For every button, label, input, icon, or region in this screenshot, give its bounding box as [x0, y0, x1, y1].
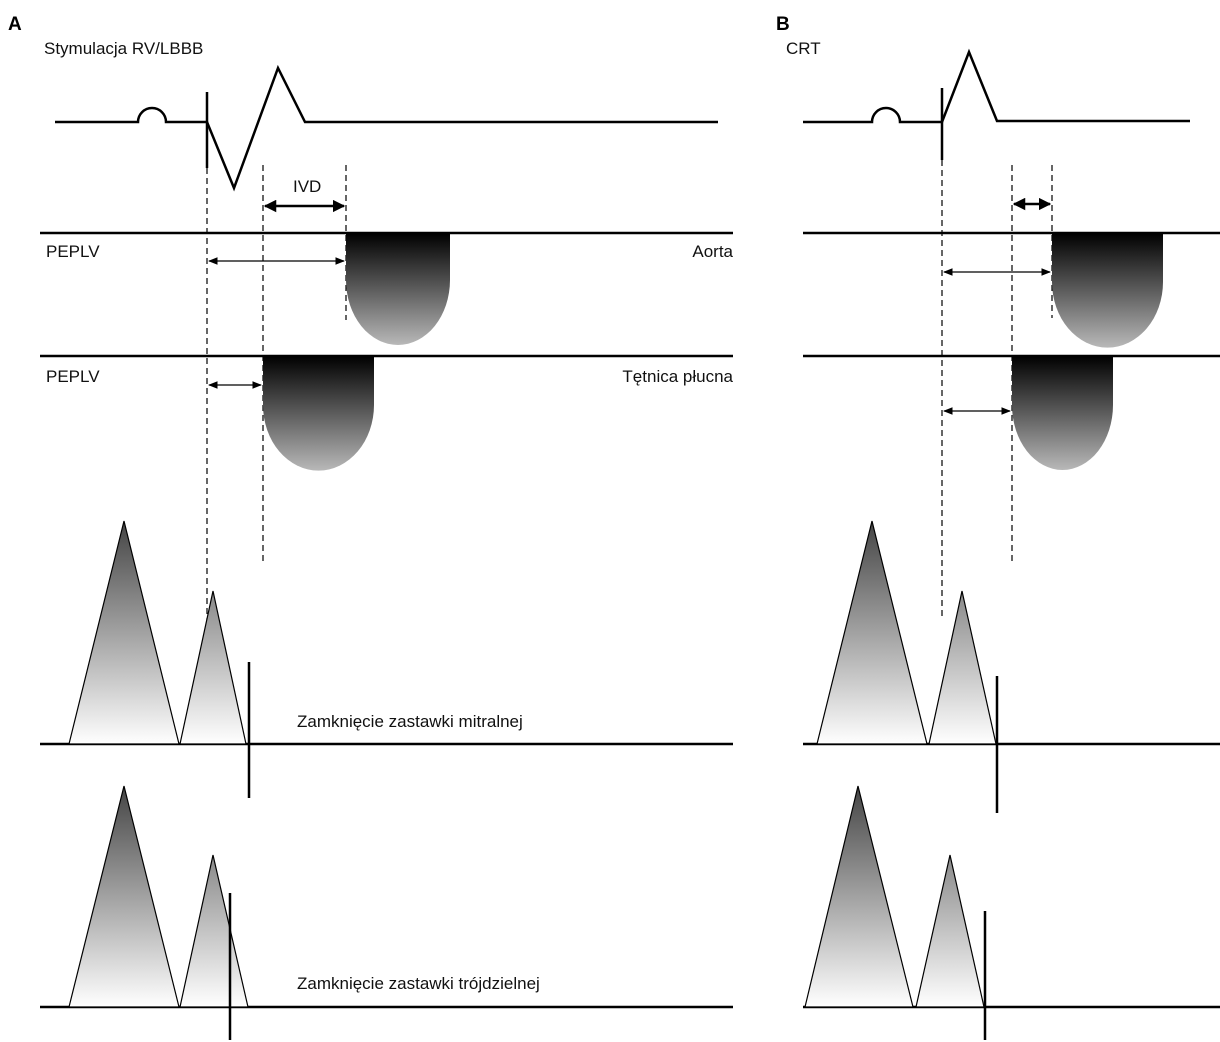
tricuspid-e-wave-b: [804, 785, 914, 1008]
panel-b-letter: B: [776, 14, 790, 35]
mitral-a-wave-a: [179, 590, 247, 745]
aortic-flow-a: [346, 233, 450, 345]
pulmonary-flow-a: [263, 356, 374, 471]
aorta-pep-label: PEPLV: [46, 242, 100, 261]
ecg-trace-a: [55, 64, 718, 192]
ecg-trace-b: [803, 48, 1190, 124]
pulmonary-artery-label: Tętnica płucna: [622, 367, 733, 386]
tricuspid-a-wave-a: [179, 854, 249, 1008]
aortic-flow-b: [1052, 233, 1163, 348]
panel-b-title: CRT: [786, 39, 821, 58]
tricuspid-a-wave-b: [915, 854, 985, 1008]
panel-a: A Stymulacja RV/LBBB IVD PEPLV Aorta PEP…: [8, 14, 734, 1040]
aorta-label: Aorta: [692, 242, 733, 261]
tricuspid-e-wave-a: [68, 785, 180, 1008]
mitral-closure-label: Zamknięcie zastawki mitralnej: [297, 712, 523, 731]
mitral-e-wave-b: [816, 520, 928, 745]
mitral-e-wave-a: [68, 520, 180, 745]
panel-a-title: Stymulacja RV/LBBB: [44, 39, 203, 58]
mitral-a-wave-b: [928, 590, 997, 745]
panel-b: B CRT: [776, 14, 1220, 1040]
ivd-label: IVD: [293, 177, 321, 196]
pulmonary-flow-b: [1012, 356, 1113, 470]
tricuspid-closure-label: Zamknięcie zastawki trójdzielnej: [297, 974, 540, 993]
pulmonary-pep-label: PEPLV: [46, 367, 100, 386]
panel-a-letter: A: [8, 14, 22, 35]
